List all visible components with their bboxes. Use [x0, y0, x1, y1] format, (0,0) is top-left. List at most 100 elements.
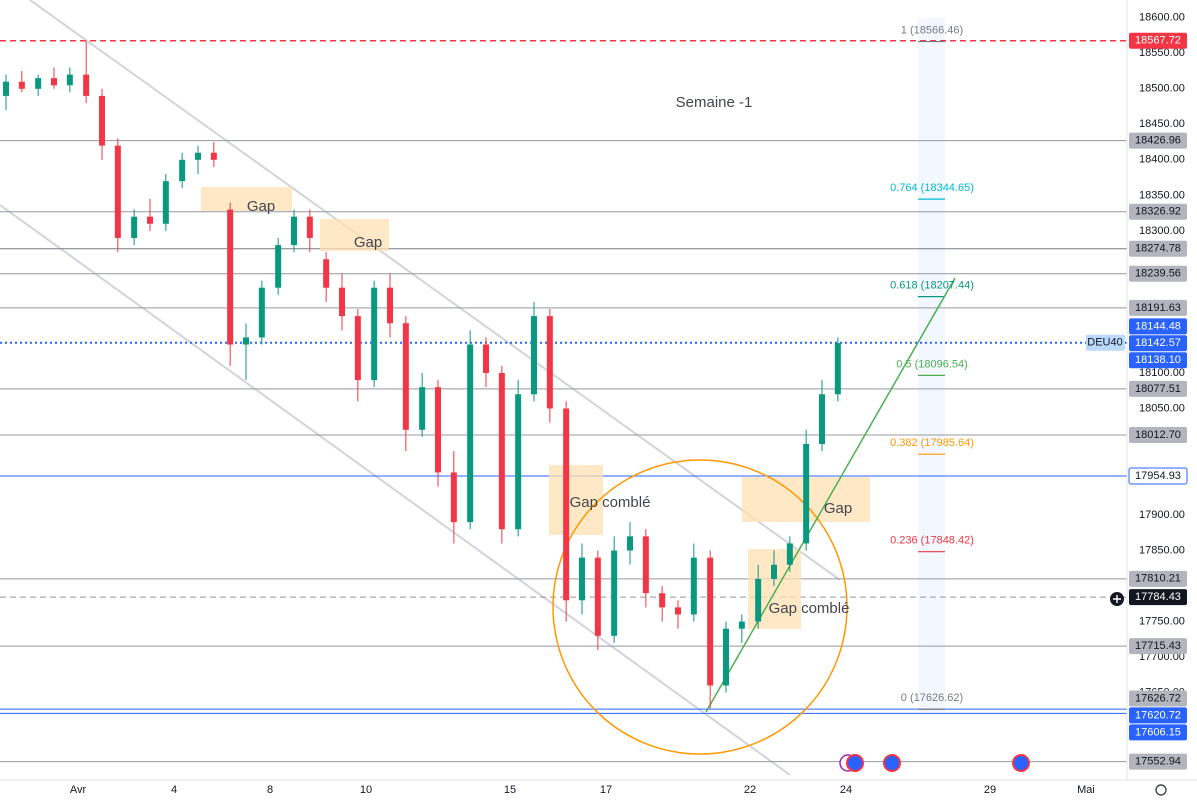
y-tick-label: 18300.00 — [1139, 225, 1185, 237]
candle-body — [690, 557, 697, 615]
fib-label: 0.382 (17985.64) — [890, 437, 974, 449]
price-label: 17606.15 — [1135, 726, 1181, 738]
price-label-bg — [1129, 32, 1187, 49]
fib-label: 0 (17626.62) — [901, 692, 963, 704]
y-tick-label: 18350.00 — [1139, 189, 1185, 201]
candle-body — [594, 557, 601, 636]
symbol-label-bg — [1086, 334, 1125, 351]
candle-body — [834, 343, 841, 395]
price-label-bg — [1129, 380, 1187, 397]
candle-body — [531, 316, 537, 395]
candle-body — [275, 245, 282, 288]
price-label-bg — [1129, 638, 1187, 655]
trend-line — [705, 277, 956, 713]
x-tick-label: 10 — [360, 784, 372, 796]
candle-body — [771, 564, 777, 579]
price-label-bg — [1129, 724, 1187, 741]
candle-body — [258, 287, 265, 338]
price-label: 18012.70 — [1135, 429, 1181, 441]
candle-body — [83, 74, 90, 96]
price-label: 17715.43 — [1135, 640, 1181, 652]
y-tick-label: 17900.00 — [1139, 509, 1185, 521]
candle-body — [546, 316, 553, 409]
x-tick-label: 4 — [171, 784, 177, 796]
y-tick-label: 18400.00 — [1139, 154, 1185, 166]
candle-body — [755, 578, 762, 622]
price-label-bg — [1129, 707, 1187, 724]
candle-body — [611, 550, 618, 636]
candle-body — [306, 216, 313, 238]
highlight-circle — [552, 459, 848, 755]
settings-icon[interactable] — [1155, 784, 1167, 796]
y-tick-label: 18050.00 — [1139, 402, 1185, 414]
price-label-bg — [1129, 753, 1187, 770]
candle-body — [642, 536, 649, 594]
event-icon[interactable] — [883, 754, 901, 772]
candle-body — [627, 536, 633, 551]
crosshair-button[interactable] — [1110, 592, 1124, 606]
price-label: 18239.56 — [1135, 268, 1181, 280]
price-label: 17954.93 — [1135, 470, 1181, 482]
x-tick-label: 22 — [744, 784, 756, 796]
gap-box — [201, 187, 292, 211]
fib-label: 0.236 (17848.42) — [890, 535, 974, 547]
x-tick-label: Avr — [70, 784, 87, 796]
candle-body — [354, 316, 361, 381]
x-tick-label: 24 — [840, 784, 852, 796]
candle-body — [675, 607, 681, 615]
annotation: Gap — [354, 234, 382, 251]
candle-body — [435, 387, 441, 473]
x-tick-label: 29 — [984, 784, 996, 796]
candle-body — [723, 628, 729, 686]
candle-body — [738, 621, 745, 629]
annotation: Gap — [824, 500, 852, 517]
candle-body — [99, 95, 105, 146]
price-label: 17626.72 — [1135, 692, 1181, 704]
y-tick-label: 18600.00 — [1139, 12, 1185, 24]
price-label: 18077.51 — [1135, 383, 1181, 395]
y-tick-label: 17750.00 — [1139, 615, 1185, 627]
price-label-bg — [1129, 570, 1187, 587]
event-icon[interactable] — [846, 754, 864, 772]
price-label: 17552.94 — [1135, 755, 1181, 767]
candle-body — [323, 259, 330, 288]
fib-label: 0.618 (18207.44) — [890, 280, 974, 292]
price-label-bg — [1129, 265, 1187, 282]
price-label: 17620.72 — [1135, 709, 1181, 721]
price-label: 18191.63 — [1135, 302, 1181, 314]
event-icon[interactable] — [1012, 754, 1030, 772]
fib-label: 1 (18566.46) — [901, 24, 963, 36]
price-label-bg — [1129, 240, 1187, 257]
candle-body — [387, 287, 393, 324]
candle-body — [3, 81, 9, 96]
candle-body — [339, 287, 345, 317]
candle-body — [51, 78, 57, 86]
add-icon — [1113, 595, 1121, 603]
candle-body — [659, 593, 666, 608]
candle-body — [786, 543, 793, 565]
y-tick-label: 18450.00 — [1139, 118, 1185, 130]
candle-body — [243, 337, 249, 345]
price-label-bg — [1129, 299, 1187, 316]
price-label-bg — [1129, 132, 1187, 149]
candle-body — [563, 408, 570, 601]
candle-body — [114, 145, 121, 238]
candle-body — [66, 74, 73, 86]
candle-body — [498, 372, 505, 530]
price-label: 18142.57 — [1135, 337, 1181, 349]
price-label-bg — [1129, 589, 1187, 606]
candle-body — [147, 216, 153, 224]
price-label: 17810.21 — [1135, 573, 1181, 585]
candle-body — [579, 557, 585, 601]
y-tick-label: 18100.00 — [1139, 367, 1185, 379]
candle-body — [450, 472, 457, 523]
x-tick-label: 8 — [267, 784, 273, 796]
price-label-bg — [1128, 467, 1188, 485]
annotation: Gap comblé — [769, 600, 850, 617]
event-icons[interactable] — [839, 754, 1030, 772]
candle-body — [419, 387, 426, 430]
fib-label: 0.764 (18344.65) — [890, 182, 974, 194]
candle-body — [179, 159, 186, 182]
